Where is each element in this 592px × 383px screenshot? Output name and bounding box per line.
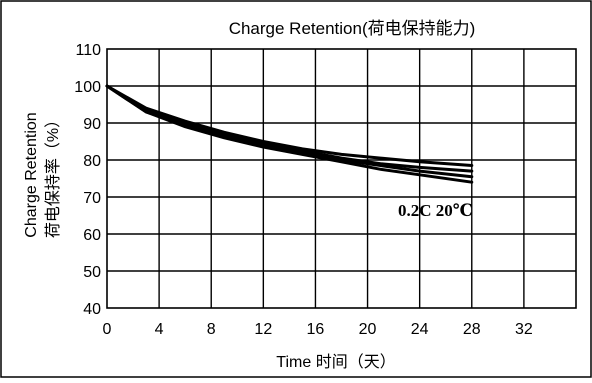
- x-tick-label-5: 20: [359, 321, 377, 338]
- x-tick-label-3: 12: [254, 321, 272, 338]
- y-tick-label-4: 80: [83, 153, 101, 170]
- y-tick-label-0: 40: [83, 301, 101, 318]
- x-axis-title: Time 时间（天）: [276, 353, 395, 371]
- y-axis-title-en: Charge Retention: [23, 112, 40, 237]
- series-line-2: [105, 84, 474, 173]
- y-tick-label-7: 110: [75, 42, 101, 59]
- x-tick-label-6: 24: [411, 321, 429, 338]
- plot-area-border: [106, 48, 577, 309]
- x-tick-label-8: 32: [515, 321, 533, 338]
- x-tick-label-4: 16: [307, 321, 325, 338]
- chart-title: Charge Retention(荷电保持能力): [229, 19, 476, 38]
- x-tick-label-2: 8: [207, 321, 216, 338]
- y-tick-label-5: 90: [83, 116, 101, 133]
- y-tick-label-6: 100: [74, 79, 101, 96]
- x-tick-label-1: 4: [155, 321, 164, 338]
- y-tick-label-1: 50: [83, 264, 101, 281]
- x-tick-label-0: 0: [103, 321, 112, 338]
- y-axis-title-cn: 荷电保持率（%）: [44, 112, 62, 238]
- y-tick-label-2: 60: [83, 227, 101, 244]
- series-line-4: [105, 84, 474, 184]
- x-tick-label-7: 28: [463, 321, 481, 338]
- y-tick-label-3: 70: [83, 190, 101, 207]
- series-line-1: [105, 84, 474, 167]
- annotation-label: 0.2C 20℃: [398, 201, 473, 220]
